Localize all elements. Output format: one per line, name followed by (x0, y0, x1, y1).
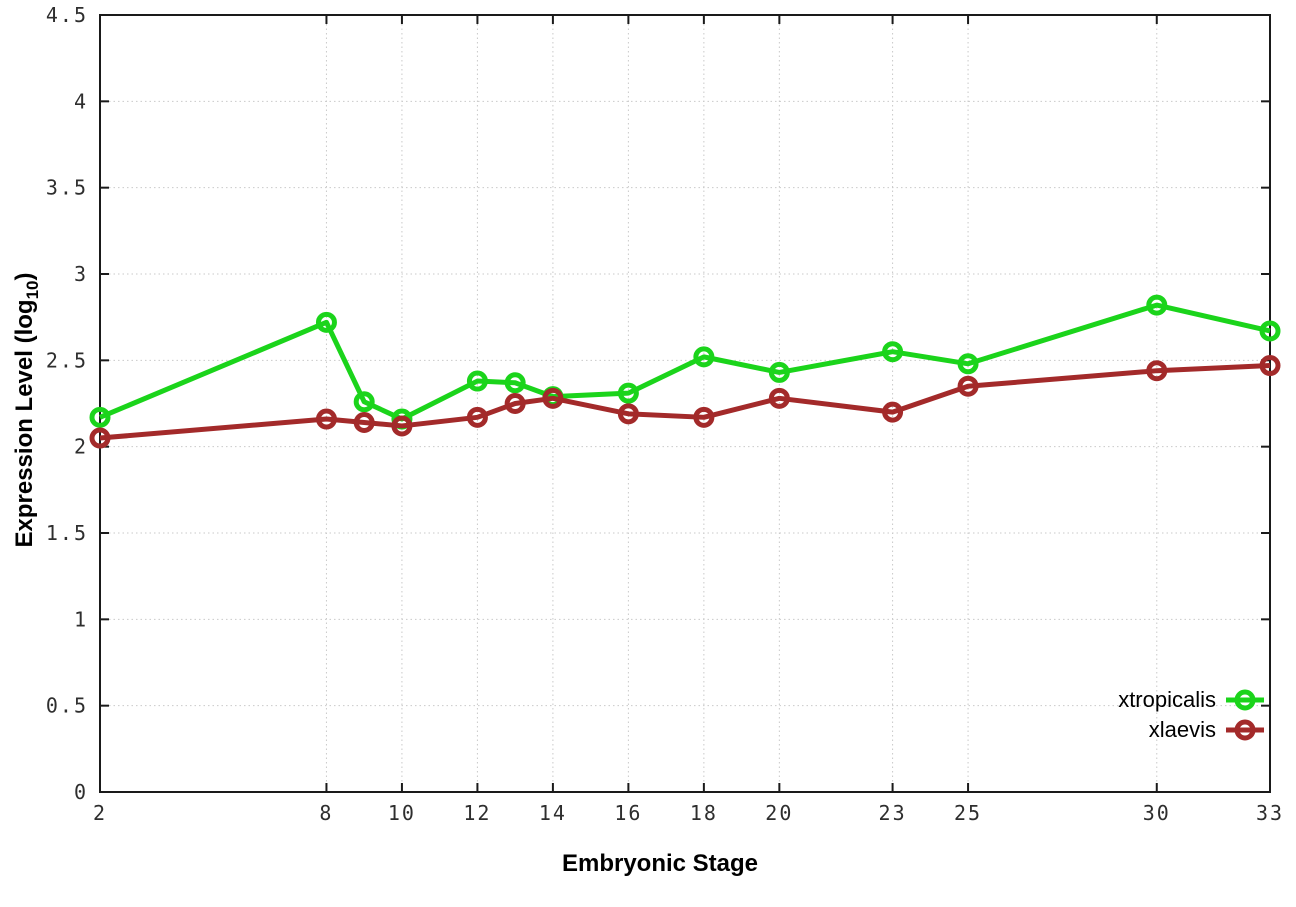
y-tick-label: 1.5 (46, 521, 88, 545)
data-point-xtropicalis (617, 382, 639, 404)
tick-label-layer: 2 8 10 12 14 16 18 20 23 25 30 33 0 0.5 1 1.5 2 2.5 3 3.5 4 4… (46, 3, 1284, 825)
y-tick-label: 3.5 (46, 176, 88, 200)
y-tick-label: 0.5 (46, 694, 88, 718)
legend-entry-xlaevis: xlaevis (1149, 715, 1264, 745)
data-point-xtropicalis (957, 353, 979, 375)
data-point-xlaevis (1259, 355, 1281, 377)
data-point-xlaevis (617, 403, 639, 425)
data-point-xlaevis (391, 415, 413, 437)
y-tick-label: 0 (74, 780, 88, 804)
y-tick-label: 4 (74, 89, 88, 113)
legend-entry-xtropicalis: xtropicalis (1118, 685, 1264, 715)
x-tick-label: 16 (614, 801, 642, 825)
legend-marker-icon (1226, 719, 1264, 741)
data-point-xlaevis (768, 387, 790, 409)
data-point-xlaevis (89, 427, 111, 449)
data-point-xlaevis (882, 401, 904, 423)
legend-label: xlaevis (1148, 717, 1216, 742)
y-tick-label: 2.5 (46, 348, 88, 372)
tick-layer (99, 14, 1271, 793)
data-point-xtropicalis (315, 311, 337, 333)
series-line-xlaevis (99, 363, 1271, 441)
data-point-xtropicalis (768, 361, 790, 383)
legend: xtropicalis xlaevis (1118, 685, 1264, 745)
x-tick-label: 30 (1143, 801, 1171, 825)
data-point-xtropicalis (693, 346, 715, 368)
data-point-xlaevis (466, 406, 488, 428)
x-tick-label: 20 (765, 801, 793, 825)
x-tick-label: 23 (879, 801, 907, 825)
legend-marker-icon (1226, 689, 1264, 711)
data-point-xlaevis (957, 375, 979, 397)
x-tick-label: 25 (954, 801, 982, 825)
x-tick-label: 2 (93, 801, 107, 825)
data-point-xtropicalis (882, 341, 904, 363)
y-tick-label: 4.5 (46, 3, 88, 27)
x-tick-label: 8 (319, 801, 333, 825)
data-point-xlaevis (315, 408, 337, 430)
legend-label: xtropicalis (1118, 687, 1216, 712)
data-point-xlaevis (542, 387, 564, 409)
x-tick-label: 12 (463, 801, 491, 825)
legend-point (1234, 719, 1256, 741)
series-layer (89, 294, 1281, 449)
y-axis-title: Expression Level (log10) (11, 273, 42, 548)
data-point-xtropicalis (1146, 294, 1168, 316)
data-point-xtropicalis (466, 370, 488, 392)
data-point-xlaevis (1146, 360, 1168, 382)
data-point-xtropicalis (89, 406, 111, 428)
x-tick-label: 33 (1256, 801, 1284, 825)
y-tick-label: 1 (74, 607, 88, 631)
data-point-xtropicalis (353, 391, 375, 413)
y-tick-label: 2 (74, 435, 88, 459)
y-tick-label: 3 (74, 262, 88, 286)
data-point-xlaevis (693, 406, 715, 428)
series-line-xtropicalis (99, 302, 1271, 422)
data-point-xtropicalis (1259, 320, 1281, 342)
x-axis-title: Embryonic Stage (562, 850, 758, 877)
x-tick-label: 18 (690, 801, 718, 825)
data-point-xlaevis (353, 411, 375, 433)
legend-point (1234, 689, 1256, 711)
data-point-xtropicalis (504, 372, 526, 394)
data-point-xlaevis (504, 393, 526, 414)
plot-border (99, 14, 1271, 793)
grid-layer (100, 15, 1270, 792)
x-tick-label: 10 (388, 801, 416, 825)
x-tick-label: 14 (539, 801, 567, 825)
